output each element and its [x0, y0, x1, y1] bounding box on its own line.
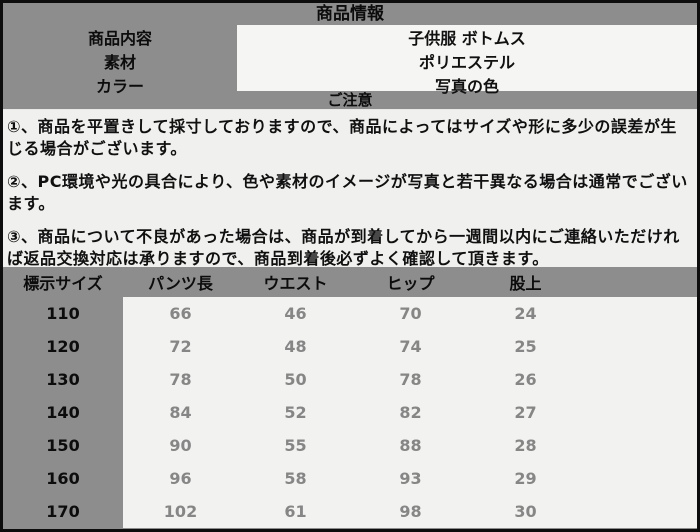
table-row: 170 102 61 98 30 — [3, 495, 697, 528]
pants-length-cell: 96 — [169, 469, 192, 488]
notice-section: ①、商品を平置きして採寸しておりますので、商品によってはサイズや形に多少の誤差が… — [3, 110, 697, 267]
info-label-content: 商品内容 — [87, 29, 152, 48]
hip-cell: 78 — [399, 370, 422, 389]
table-row: 110 66 46 70 24 — [3, 297, 697, 330]
hip-cell: 98 — [399, 502, 422, 521]
rise-cell: 29 — [514, 469, 537, 488]
hip-cell: 93 — [399, 469, 422, 488]
notice-item-1: ①、商品を平置きして採寸しておりますので、商品によってはサイズや形に多少の誤差が… — [7, 117, 677, 158]
pants-length-cell: 90 — [169, 436, 192, 455]
product-info-section: 商品内容 素材 カラー 子供服 ボトムス ポリエステル 写真の色 — [3, 25, 697, 96]
waist-cell: 48 — [284, 337, 307, 356]
hip-cell: 74 — [399, 337, 422, 356]
hip-cell: 88 — [399, 436, 422, 455]
product-values-panel: 子供服 ボトムス ポリエステル 写真の色 — [237, 25, 697, 96]
size-cell: 170 — [3, 495, 123, 528]
header-pants-length: パンツ長 — [148, 274, 213, 293]
size-table-body: 110 66 46 70 24 120 72 48 74 25 130 78 5… — [3, 297, 697, 528]
size-cell: 130 — [3, 363, 123, 396]
waist-cell: 55 — [284, 436, 307, 455]
header-hip: ヒップ — [386, 274, 435, 293]
pants-length-cell: 66 — [169, 304, 192, 323]
notice-header: ご注意 — [3, 91, 697, 110]
info-value-color: 写真の色 — [434, 77, 499, 96]
info-value-content: 子供服 ボトムス — [408, 29, 526, 48]
table-row: 140 84 52 82 27 — [3, 396, 697, 429]
header-spacer — [583, 267, 697, 297]
size-cell: 160 — [3, 462, 123, 495]
hip-cell: 70 — [399, 304, 422, 323]
info-label-color: カラー — [95, 77, 144, 96]
pants-length-cell: 78 — [169, 370, 192, 389]
pants-length-cell: 84 — [169, 403, 192, 422]
rise-cell: 27 — [514, 403, 537, 422]
table-row: 120 72 48 74 25 — [3, 330, 697, 363]
info-value-material: ポリエステル — [418, 53, 515, 72]
product-info-labels: 商品内容 素材 カラー — [3, 25, 237, 96]
rise-cell: 24 — [514, 304, 537, 323]
rise-cell: 30 — [514, 502, 537, 521]
size-cell: 110 — [3, 297, 123, 330]
header-rise: 股上 — [509, 274, 542, 293]
header-size: 標示サイズ — [23, 274, 103, 293]
size-table-header-row: 標示サイズ パンツ長 ウエスト ヒップ 股上 — [3, 267, 697, 297]
table-row: 160 96 58 93 29 — [3, 462, 697, 495]
notice-item-3: ③、商品について不良があった場合は、商品が到着してから一週間以内にご連絡いただけ… — [7, 227, 680, 267]
table-row: 150 90 55 88 28 — [3, 429, 697, 462]
rise-cell: 28 — [514, 436, 537, 455]
rise-cell: 26 — [514, 370, 537, 389]
page-title: 商品情報 — [316, 4, 384, 24]
waist-cell: 46 — [284, 304, 307, 323]
info-label-material: 素材 — [103, 53, 136, 72]
size-cell: 140 — [3, 396, 123, 429]
waist-cell: 61 — [284, 502, 307, 521]
table-row: 130 78 50 78 26 — [3, 363, 697, 396]
size-cell: 150 — [3, 429, 123, 462]
size-cell: 120 — [3, 330, 123, 363]
pants-length-cell: 102 — [163, 502, 198, 521]
hip-cell: 82 — [399, 403, 422, 422]
waist-cell: 58 — [284, 469, 307, 488]
size-table: 標示サイズ パンツ長 ウエスト ヒップ 股上 110 66 46 70 24 1… — [3, 267, 697, 528]
rise-cell: 25 — [514, 337, 537, 356]
pants-length-cell: 72 — [169, 337, 192, 356]
waist-cell: 50 — [284, 370, 307, 389]
notice-item-2: ②、PC環境や光の具合により、色や素材のイメージが写真と若干異なる場合は通常でご… — [7, 172, 688, 213]
header-waist: ウエスト — [263, 274, 328, 293]
waist-cell: 52 — [284, 403, 307, 422]
